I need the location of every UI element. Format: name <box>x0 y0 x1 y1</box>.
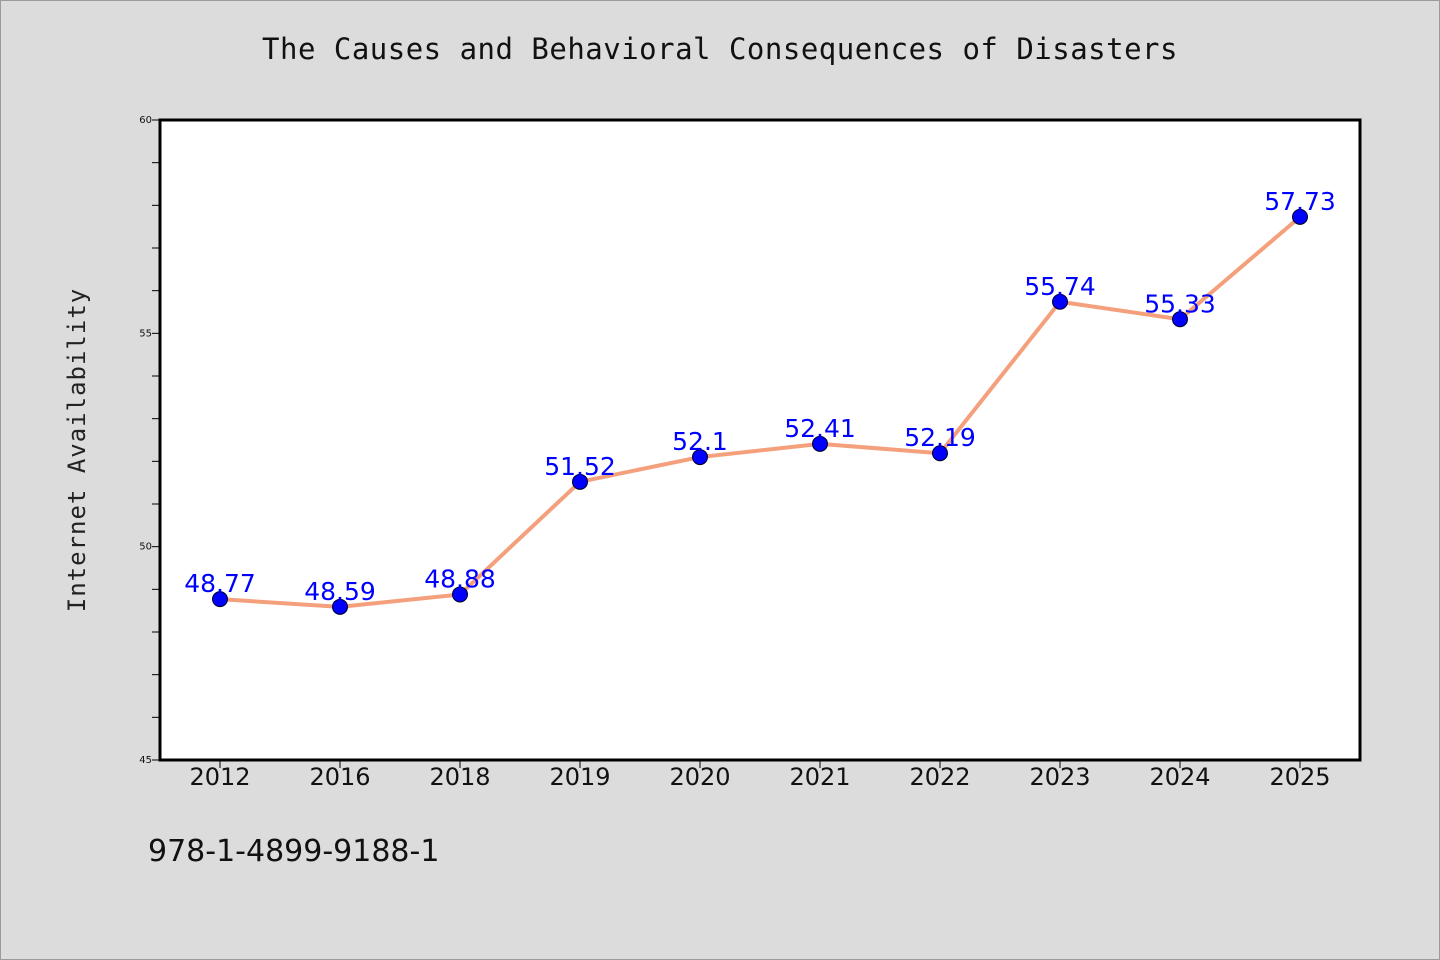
chart-title: The Causes and Behavioral Consequences o… <box>262 32 1178 66</box>
y-tick-label: 45 <box>139 755 152 766</box>
y-axis: 45 50 55 60 <box>139 115 160 766</box>
data-label: 52.19 <box>904 423 976 452</box>
series-group: 48.77 48.59 48.88 51.52 52.1 52.41 52.19 55.74 5… <box>184 187 1336 615</box>
data-label: 51.52 <box>544 452 616 481</box>
data-label: 48.88 <box>424 564 496 593</box>
data-point <box>692 449 708 466</box>
x-tick-label: 2019 <box>549 763 610 791</box>
x-tick-label: 2022 <box>909 763 970 791</box>
data-label: 52.1 <box>672 427 728 456</box>
data-label: 57.73 <box>1264 187 1336 216</box>
data-point <box>932 445 948 462</box>
data-point <box>332 598 348 615</box>
y-axis-label: Internet Availability <box>63 288 91 612</box>
data-label: 48.59 <box>304 577 376 606</box>
data-point <box>212 591 228 608</box>
y-tick-label: 50 <box>139 542 152 553</box>
x-axis: 2012 2016 2018 2019 2020 2021 2022 2023 2024 2025 <box>189 760 1331 791</box>
y-tick-label: 60 <box>139 115 152 126</box>
data-point <box>1172 311 1188 328</box>
data-point <box>572 473 588 490</box>
data-label: 48.77 <box>184 569 256 598</box>
data-point <box>1292 208 1308 225</box>
x-tick-label: 2016 <box>309 763 370 791</box>
data-point <box>812 435 828 452</box>
data-label: 52.41 <box>784 414 856 443</box>
x-tick-label: 2021 <box>789 763 850 791</box>
data-label: 55.33 <box>1144 289 1216 318</box>
x-tick-label: 2012 <box>189 763 250 791</box>
data-label: 55.74 <box>1024 272 1096 301</box>
x-tick-label: 2020 <box>669 763 730 791</box>
series-line <box>218 214 1302 609</box>
plot-area <box>158 118 1362 762</box>
x-tick-label: 2024 <box>1149 763 1210 791</box>
data-point <box>1052 293 1068 310</box>
data-point <box>452 586 468 603</box>
x-tick-label: 2023 <box>1029 763 1090 791</box>
footer-code: 978-1-4899-9188-1 <box>148 834 440 869</box>
x-tick-label: 2025 <box>1269 763 1330 791</box>
x-tick-label: 2018 <box>429 763 490 791</box>
y-tick-label: 55 <box>139 328 152 339</box>
